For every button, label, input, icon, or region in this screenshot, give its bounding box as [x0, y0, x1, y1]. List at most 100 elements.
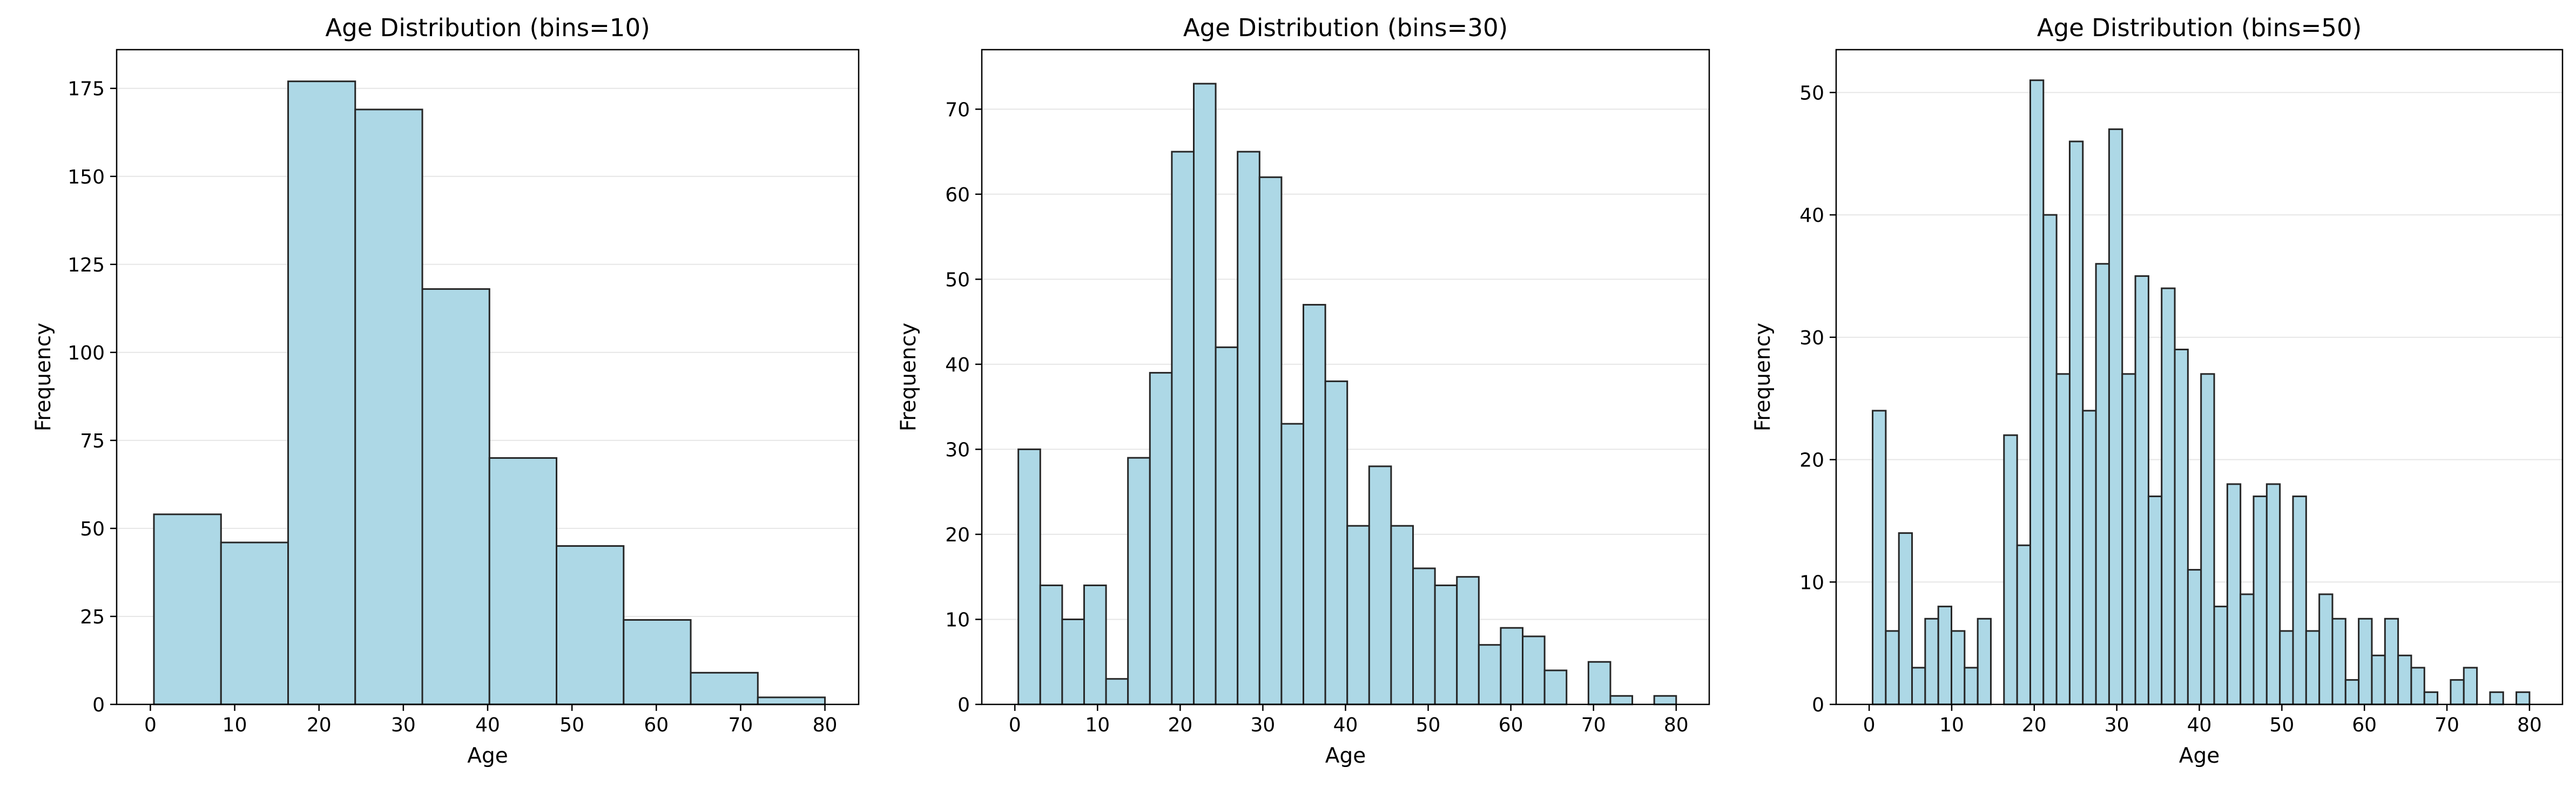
x-tick-label: 10	[222, 714, 247, 736]
y-tick-label: 125	[68, 254, 105, 276]
histogram-bar	[2384, 617, 2399, 705]
y-tick-label: 50	[1799, 82, 1824, 104]
x-tick-label: 80	[813, 714, 838, 736]
histogram-bar	[1039, 584, 1063, 705]
histogram-bar	[421, 288, 490, 705]
x-tick-label: 60	[2352, 714, 2377, 736]
chart-title: Age Distribution (bins=30)	[1183, 13, 1508, 42]
y-tick-label: 50	[80, 518, 105, 540]
x-tick-label: 30	[391, 714, 416, 736]
histogram-bar	[1105, 678, 1129, 705]
histogram-bar	[2292, 496, 2307, 705]
histogram-bar	[2016, 544, 2031, 705]
histogram-panel-bins-30: Age Distribution (bins=30) Age Frequency…	[896, 13, 1710, 768]
histogram-bar	[1885, 630, 1900, 705]
histogram-bar	[1346, 525, 1370, 705]
histogram-bar	[354, 108, 423, 705]
x-tick-label: 0	[144, 714, 157, 736]
histogram-bar	[1872, 410, 1887, 705]
y-axis-label: Frequency	[31, 323, 56, 431]
histogram-bar	[1303, 304, 1326, 705]
histogram-bar	[1937, 606, 1953, 705]
histogram-bar	[2318, 593, 2334, 705]
histogram-bar	[1951, 630, 1966, 705]
histogram-bar	[1898, 532, 1913, 705]
x-tick-label: 60	[1499, 714, 1523, 736]
x-axis-label: Age	[1325, 744, 1366, 768]
histogram-bar	[1964, 667, 1979, 705]
histogram-bar	[1017, 448, 1041, 705]
histogram-bar	[2029, 79, 2045, 705]
y-tick-label: 40	[945, 354, 970, 376]
x-tick-label: 0	[1009, 714, 1021, 736]
histogram-bar	[2187, 569, 2202, 705]
histogram-bar	[1522, 635, 1546, 705]
histogram-bar	[2213, 606, 2228, 705]
y-tick-label: 50	[945, 269, 970, 291]
histogram-bar	[2305, 630, 2321, 705]
x-axis-label: Age	[467, 744, 508, 768]
histogram-bar	[2279, 630, 2294, 705]
y-tick-label: 150	[68, 166, 105, 188]
x-tick-label: 20	[1168, 714, 1192, 736]
histogram-bar	[2003, 434, 2018, 705]
histogram-bar	[2121, 373, 2136, 705]
y-tick-label: 20	[1799, 450, 1824, 472]
histogram-bar	[2174, 348, 2189, 705]
histogram-bar	[2095, 263, 2110, 705]
histogram-bar	[690, 671, 759, 705]
y-tick-label: 70	[945, 99, 970, 121]
histogram-bar	[2253, 496, 2268, 705]
histogram-bar	[1171, 151, 1195, 705]
histogram-bar	[1258, 176, 1283, 705]
chart-title: Age Distribution (bins=10)	[325, 13, 650, 42]
histogram-bar	[488, 457, 558, 705]
x-tick-label: 10	[1939, 714, 1964, 736]
histogram-bar	[1280, 423, 1305, 705]
histogram-bar	[1324, 380, 1348, 705]
y-tick-label: 25	[80, 606, 105, 628]
histogram-bar	[2265, 483, 2281, 705]
histogram-bar	[2397, 654, 2412, 705]
histogram-bar	[1543, 669, 1568, 705]
histogram-bar	[2410, 667, 2425, 705]
histogram-bar	[2240, 593, 2255, 705]
x-tick-label: 50	[559, 714, 584, 736]
y-tick-label: 0	[92, 694, 105, 716]
histogram-bar	[2055, 373, 2071, 705]
y-tick-label: 175	[68, 78, 105, 100]
y-tick-label: 60	[945, 184, 970, 206]
histogram-bar	[1911, 667, 1926, 705]
y-tick-label: 0	[1812, 694, 1824, 716]
histogram-bar	[2082, 410, 2097, 705]
x-tick-label: 40	[2187, 714, 2212, 736]
histogram-bar	[2200, 373, 2215, 705]
histogram-bar	[1127, 457, 1151, 705]
histogram-bar	[1456, 576, 1480, 705]
histogram-bar	[1412, 567, 1436, 705]
histogram-bar	[2463, 667, 2478, 705]
y-tick-label: 30	[945, 439, 970, 461]
histogram-bar	[1609, 695, 1634, 705]
y-tick-label: 100	[68, 342, 105, 364]
histogram-bar	[287, 80, 356, 705]
x-tick-label: 70	[1581, 714, 1606, 736]
histogram-bar	[2344, 679, 2360, 705]
histogram-bar	[623, 619, 692, 705]
y-tick-label: 20	[945, 524, 970, 546]
chart-title: Age Distribution (bins=50)	[2037, 13, 2362, 42]
y-tick-label: 40	[1799, 205, 1824, 227]
histogram-bar	[2371, 654, 2386, 705]
x-tick-label: 10	[1085, 714, 1110, 736]
histogram-bar	[1390, 525, 1414, 705]
x-tick-label: 30	[1251, 714, 1276, 736]
y-axis-label: Frequency	[1751, 323, 1775, 431]
x-tick-label: 80	[2517, 714, 2542, 736]
histogram-bar	[1977, 617, 1992, 705]
histogram-bar	[1434, 584, 1458, 705]
histogram-bar	[1192, 83, 1217, 705]
histogram-bar	[2331, 617, 2346, 705]
x-tick-label: 30	[2105, 714, 2129, 736]
